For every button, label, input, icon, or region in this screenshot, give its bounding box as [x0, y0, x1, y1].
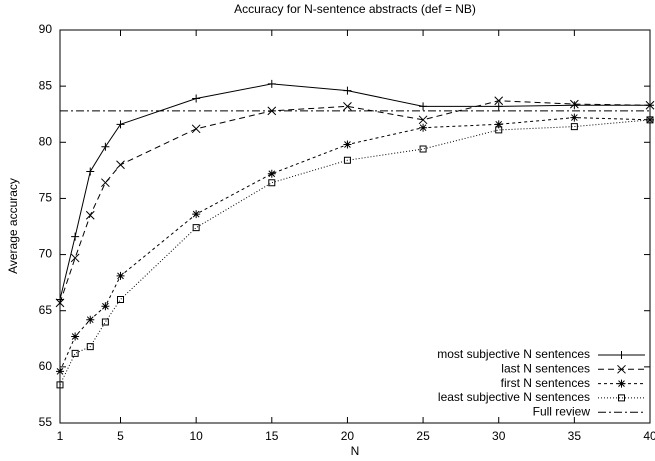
data-point [86, 343, 94, 351]
series-line [59, 117, 651, 372]
x-tick-label: 1 [57, 429, 64, 443]
series-line [59, 83, 650, 300]
y-tick-label: 70 [39, 247, 53, 261]
y-tick-label: 55 [39, 415, 53, 429]
x-tick-label: 5 [117, 429, 124, 443]
data-point [101, 142, 110, 151]
y-tick-label: 90 [39, 22, 53, 36]
legend-label: most subjective N sentences [437, 347, 590, 361]
x-tick-label: 30 [492, 429, 506, 443]
data-point [570, 99, 579, 109]
series-line [59, 100, 651, 304]
y-axis-label: Average accuracy [6, 178, 20, 274]
data-point [645, 100, 655, 110]
data-point [101, 178, 110, 188]
data-point [343, 156, 351, 164]
data-point [419, 145, 427, 153]
data-point [267, 169, 276, 178]
data-point [117, 295, 125, 303]
x-tick-label: 40 [643, 429, 655, 443]
data-point [494, 120, 503, 129]
x-tick-label: 15 [265, 429, 279, 443]
legend-label: first N sentences [501, 376, 590, 390]
x-axis-label: N [351, 444, 360, 458]
data-point [56, 367, 64, 376]
data-point [343, 86, 352, 95]
data-point [55, 298, 65, 308]
data-point [267, 79, 276, 88]
data-point [343, 102, 352, 111]
legend-label: least subjective N sentences [438, 390, 590, 404]
data-point [192, 224, 200, 232]
x-tick-label: 10 [189, 429, 203, 443]
plot-frame [59, 29, 651, 424]
y-tick-label: 60 [39, 359, 53, 373]
y-tick-label: 75 [39, 191, 53, 205]
x-tick-label: 25 [416, 429, 430, 443]
data-point [191, 124, 201, 134]
data-point [116, 120, 125, 129]
legend-label: last N sentences [501, 361, 590, 375]
data-point [56, 381, 64, 389]
series-line [59, 119, 651, 386]
data-point [71, 232, 80, 241]
data-point [494, 102, 503, 111]
data-point [101, 318, 109, 326]
legend-marker [617, 351, 626, 359]
data-point [343, 140, 352, 149]
data-point [646, 116, 654, 124]
y-tick-label: 85 [39, 78, 53, 92]
data-point [86, 315, 95, 324]
data-point [86, 167, 95, 176]
data-point [570, 123, 578, 131]
data-point [570, 101, 579, 110]
data-point [495, 126, 503, 134]
data-point [192, 210, 201, 219]
data-point [192, 94, 201, 103]
chart-title: Accuracy for N-sentence abstracts (def =… [234, 2, 476, 16]
data-point [116, 271, 125, 280]
data-point [116, 160, 125, 170]
legend-marker [618, 394, 625, 402]
data-point [101, 302, 110, 311]
data-point [570, 113, 579, 122]
data-point [71, 332, 80, 341]
legend-marker [617, 364, 626, 374]
data-point [70, 253, 80, 263]
x-tick-label: 20 [341, 429, 355, 443]
data-point [419, 102, 428, 111]
data-point [418, 115, 428, 125]
data-point [85, 210, 95, 220]
data-point [419, 123, 428, 132]
legend-marker [617, 379, 626, 388]
data-point [494, 96, 504, 106]
x-tick-label: 35 [568, 429, 582, 443]
data-point [268, 179, 276, 187]
data-point [71, 349, 79, 357]
y-tick-label: 80 [39, 134, 53, 148]
legend-label: Full review [533, 404, 591, 418]
y-tick-label: 65 [39, 303, 53, 317]
